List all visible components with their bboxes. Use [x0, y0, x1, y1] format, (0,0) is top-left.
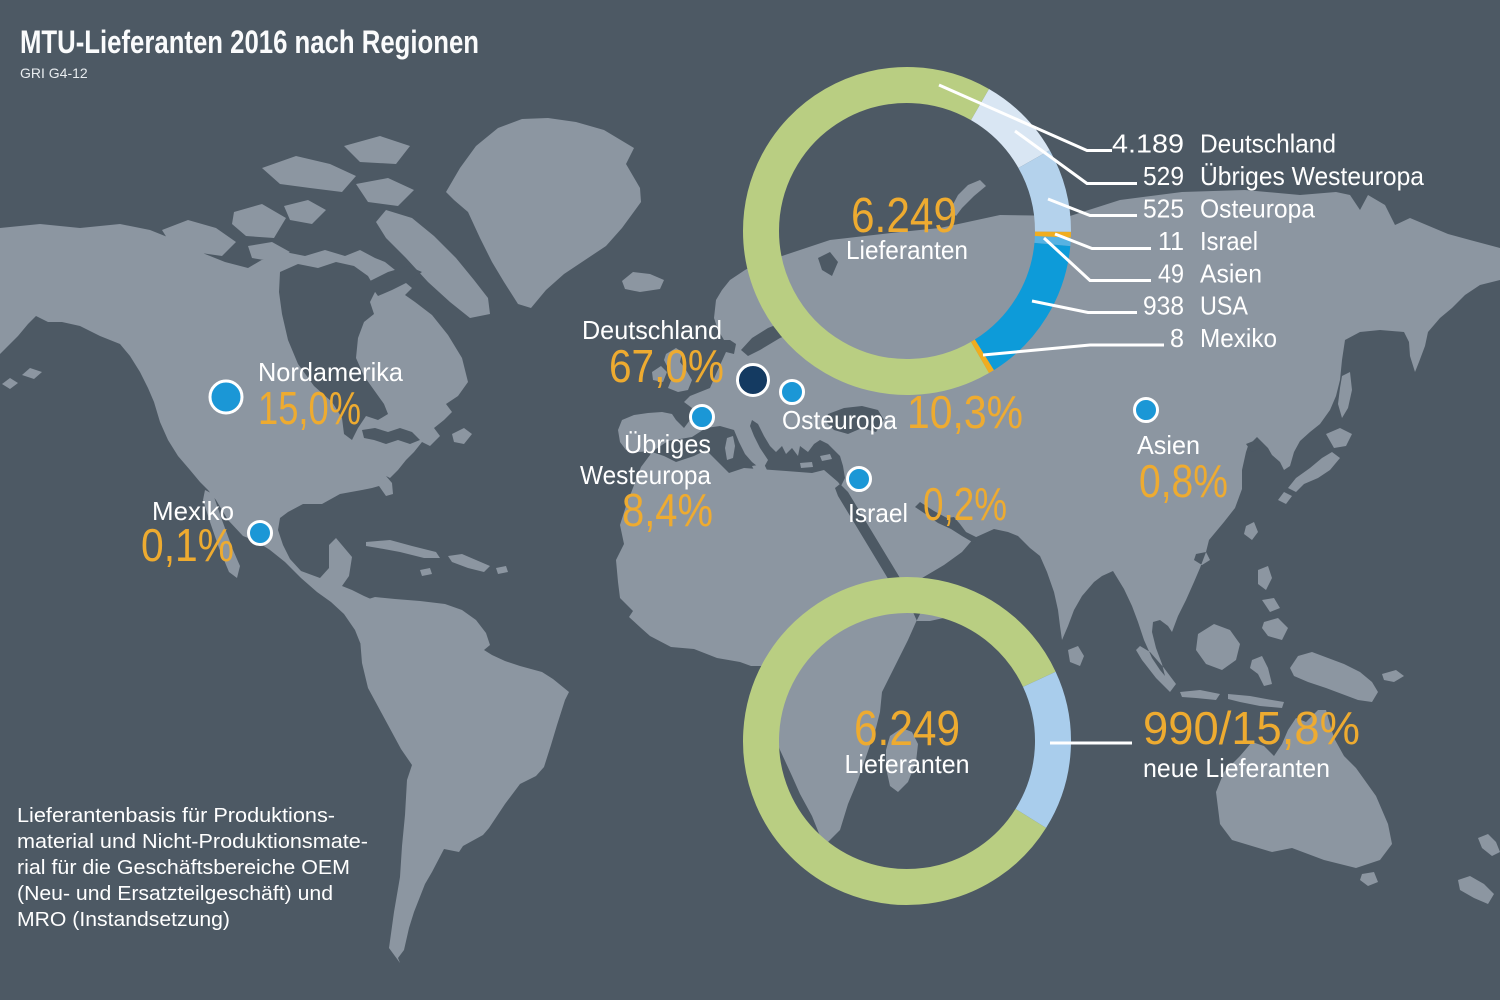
svg-text:Übriges Westeuropa: Übriges Westeuropa: [1200, 161, 1425, 191]
svg-text:Deutschland: Deutschland: [1200, 129, 1336, 159]
svg-text:Asien: Asien: [1137, 430, 1200, 460]
svg-text:Israel: Israel: [848, 498, 908, 528]
svg-text:4.189: 4.189: [1112, 129, 1184, 159]
svg-text:0,2%: 0,2%: [923, 478, 1007, 530]
svg-text:neue Lieferanten: neue Lieferanten: [1143, 753, 1330, 783]
svg-text:11: 11: [1158, 226, 1184, 256]
svg-text:Asien: Asien: [1200, 259, 1262, 289]
svg-text:10,3%: 10,3%: [907, 386, 1023, 438]
svg-text:15,0%: 15,0%: [258, 382, 361, 434]
svg-text:Osteuropa: Osteuropa: [782, 405, 898, 435]
svg-text:Westeuropa: Westeuropa: [580, 460, 711, 490]
svg-text:material und Nicht-Produktions: material und Nicht-Produktionsmate-: [17, 831, 368, 853]
svg-text:Deutschland: Deutschland: [582, 315, 722, 345]
svg-text:MTU-Lieferanten 2016 nach Regi: MTU-Lieferanten 2016 nach Regionen: [20, 24, 479, 60]
svg-text:938: 938: [1143, 291, 1184, 321]
svg-text:8: 8: [1170, 323, 1184, 353]
svg-text:67,0%: 67,0%: [609, 340, 724, 392]
svg-text:6.249: 6.249: [854, 702, 960, 756]
svg-text:990/15,8%: 990/15,8%: [1143, 702, 1360, 754]
svg-text:(Neu- und Ersatzteilgeschäft): (Neu- und Ersatzteilgeschäft) und: [17, 883, 333, 905]
svg-text:Israel: Israel: [1200, 226, 1258, 256]
svg-text:USA: USA: [1200, 291, 1249, 321]
svg-text:529: 529: [1143, 161, 1184, 191]
svg-text:525: 525: [1143, 194, 1184, 224]
svg-text:GRI G4-12: GRI G4-12: [20, 65, 88, 81]
svg-text:49: 49: [1158, 259, 1184, 289]
svg-text:0,8%: 0,8%: [1139, 455, 1228, 507]
svg-text:Nordamerika: Nordamerika: [258, 357, 404, 387]
svg-text:Lieferanten: Lieferanten: [846, 235, 968, 265]
svg-text:6.249: 6.249: [851, 189, 957, 243]
svg-text:Lieferantenbasis für Produktio: Lieferantenbasis für Produktions-: [17, 805, 335, 827]
svg-text:Mexiko: Mexiko: [1200, 323, 1277, 353]
svg-text:Osteuropa: Osteuropa: [1200, 194, 1316, 224]
svg-text:Lieferanten: Lieferanten: [845, 749, 970, 779]
svg-text:Übriges: Übriges: [624, 429, 711, 459]
svg-text:0,1%: 0,1%: [141, 519, 234, 571]
svg-text:8,4%: 8,4%: [622, 484, 713, 536]
svg-text:rial für die Geschäftsbereiche: rial für die Geschäftsbereiche OEM: [17, 857, 350, 879]
svg-text:Mexiko: Mexiko: [152, 496, 234, 526]
svg-text:MRO (Instandsetzung): MRO (Instandsetzung): [17, 909, 230, 931]
